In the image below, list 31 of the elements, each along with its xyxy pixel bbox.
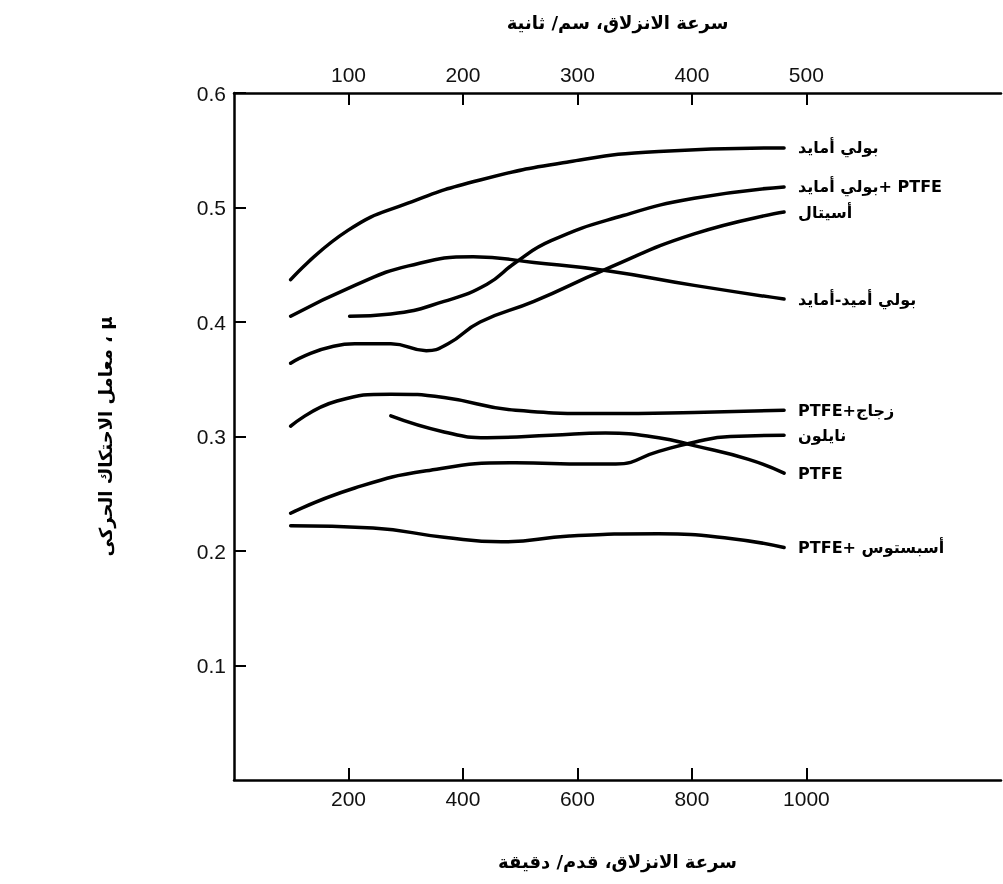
x2-tick-label: 100 [330,63,366,86]
y-tick-label: 0.4 [196,310,227,334]
line-series [288,524,786,550]
y-tick-label: 0.6 [196,81,226,105]
series-label: بولي أمايد [798,137,879,159]
series-label: نايلون [798,425,847,445]
x2-tick-label: 500 [788,63,824,86]
x-tick-label: 600 [559,787,595,810]
series-label: PTFE [798,463,843,483]
y-tick-label: 0.2 [196,539,226,563]
x-axis-title: سرعة الانزلاق، قدم/ دقيقة [498,850,737,873]
x-tick-label: 200 [330,787,366,810]
x2-tick-label: 400 [674,63,710,86]
y-tick-label: 0.5 [196,196,226,219]
series-label: بولي أمايد+ PTFE [798,176,942,198]
series-label: PTFE+زجاج [798,400,895,420]
x2-tick-label: 300 [559,63,595,86]
x2-tick-label: 200 [445,63,481,86]
y-tick-label: 0.1 [196,654,226,677]
y-axis-title: معامل الاحتكاك الحركى ، μ [94,316,117,557]
line-series [288,146,786,282]
series-label: بولي أميد-أمايد [798,288,917,310]
series-label: PTFE+ أسبستوس [798,537,945,558]
x2-axis-title: سرعة الانزلاق، سم/ ثانية [506,11,729,34]
x-tick-label: 400 [445,787,481,810]
x-tick-label: 800 [674,787,710,810]
line-series [288,392,786,428]
x-tick-label: 1000 [783,787,830,810]
line-series [288,210,786,365]
series-label: أسيتال [798,201,853,222]
y-tick-label: 0.3 [196,425,226,448]
